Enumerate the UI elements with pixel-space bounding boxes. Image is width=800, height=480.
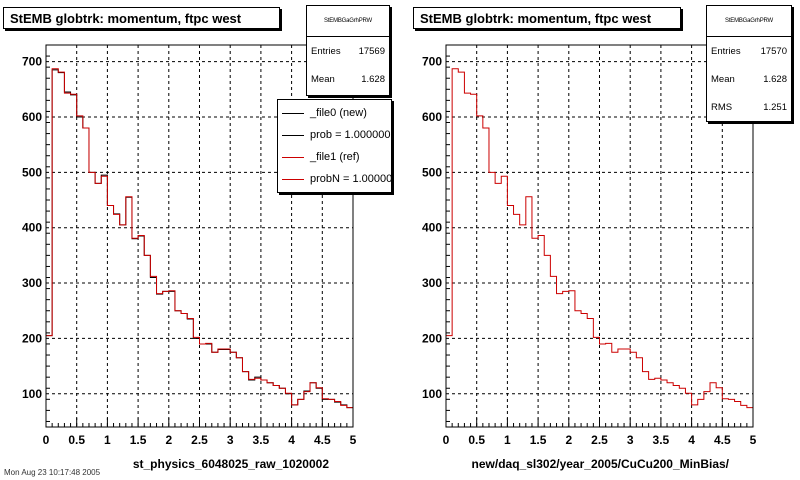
x-tick-label: 0.5 bbox=[468, 433, 485, 447]
x-tick-label: 1.5 bbox=[130, 433, 147, 447]
x-tick-label: 1 bbox=[104, 433, 111, 447]
legend-swatch bbox=[282, 179, 304, 180]
y-tick-label: 300 bbox=[422, 276, 442, 290]
x-tick-label: 3 bbox=[627, 433, 634, 447]
chart-title-right: StEMB globtrk: momentum, ftpc west bbox=[413, 7, 681, 29]
y-tick-label: 700 bbox=[22, 55, 42, 69]
legend-label: prob = 1.000000 bbox=[310, 129, 391, 141]
stats-value: 17570 bbox=[760, 45, 787, 57]
stats-row: Entries 17570 bbox=[707, 37, 791, 65]
histogram-series bbox=[45, 68, 353, 427]
y-tick-label: 600 bbox=[22, 110, 42, 124]
legend-label: probN = 1.000000 bbox=[310, 173, 392, 185]
x-tick-label: 1 bbox=[504, 433, 511, 447]
legend-left: _file0 (new) prob = 1.000000 _file1 (ref… bbox=[277, 99, 392, 193]
y-tick-label: 300 bbox=[22, 276, 42, 290]
y-tick-label: 500 bbox=[422, 165, 442, 179]
y-tick-label: 200 bbox=[422, 331, 442, 345]
stats-label: Entries bbox=[311, 45, 341, 57]
footer-timestamp: Mon Aug 23 10:17:48 2005 bbox=[4, 468, 101, 477]
x-tick-label: 4.5 bbox=[714, 433, 731, 447]
histogram-panel-ref: 0 0.5 1 1.5 2 2.5 3 3.5 4 4.5 5 100 200 300 400 500 600 7… bbox=[422, 44, 757, 471]
x-tick-label: 5 bbox=[350, 433, 357, 447]
stats-value: 17569 bbox=[358, 45, 385, 57]
legend-swatch bbox=[282, 113, 304, 114]
stats-header: StEMBGaGrhPRW bbox=[707, 6, 791, 37]
stats-label: Entries bbox=[711, 45, 741, 57]
x-tick-label: 4.5 bbox=[314, 433, 331, 447]
x-tick-label: 0 bbox=[443, 433, 450, 447]
legend-label: _file0 (new) bbox=[310, 107, 367, 119]
stats-box-right: StEMBGaGrhPRW Entries 17570 Mean 1.628 R… bbox=[706, 5, 792, 122]
stats-row: Entries 17569 bbox=[307, 37, 389, 65]
x-tick-label: 2.5 bbox=[191, 433, 208, 447]
stats-value: 1.628 bbox=[361, 73, 385, 85]
y-tick-label: 500 bbox=[22, 165, 42, 179]
y-tick-label: 100 bbox=[422, 387, 442, 401]
histogram-panel-new: 0 0.5 1 1.5 2 2.5 3 3.5 4 4.5 5 100 200 300 400 500 600 7… bbox=[22, 44, 357, 471]
y-tick-label: 200 bbox=[22, 331, 42, 345]
y-tick-label: 400 bbox=[22, 221, 42, 235]
x-tick-label: 2.5 bbox=[591, 433, 608, 447]
x-axis-label: st_physics_6048025_raw_1020002 bbox=[133, 457, 329, 471]
histogram-series bbox=[445, 68, 753, 427]
stats-header: StEMBGaGrhPRW bbox=[307, 6, 389, 37]
x-tick-label: 5 bbox=[750, 433, 757, 447]
stats-row: Mean 1.628 bbox=[707, 65, 791, 93]
stats-box-left: StEMBGaGrhPRW Entries 17569 Mean 1.628 bbox=[306, 5, 390, 96]
x-tick-label: 4 bbox=[688, 433, 695, 447]
x-tick-label: 4 bbox=[288, 433, 295, 447]
x-tick-label: 3 bbox=[227, 433, 234, 447]
stats-value: 1.628 bbox=[763, 73, 787, 85]
legend-entry: prob = 1.000000 bbox=[278, 124, 391, 146]
legend-swatch bbox=[282, 157, 304, 158]
legend-entry: _file0 (new) bbox=[278, 102, 391, 124]
stats-value: 1.251 bbox=[763, 101, 787, 113]
stats-label: Mean bbox=[311, 73, 335, 85]
stats-label: Mean bbox=[711, 73, 735, 85]
chart-title-left: StEMB globtrk: momentum, ftpc west bbox=[3, 7, 280, 29]
y-tick-label: 700 bbox=[422, 55, 442, 69]
legend-label: _file1 (ref) bbox=[310, 151, 360, 163]
legend-entry: probN = 1.000000 bbox=[278, 168, 391, 190]
x-tick-label: 0.5 bbox=[68, 433, 85, 447]
legend-entry: _file1 (ref) bbox=[278, 146, 391, 168]
x-tick-label: 3.5 bbox=[253, 433, 270, 447]
x-tick-label: 0 bbox=[43, 433, 50, 447]
y-tick-label: 600 bbox=[422, 110, 442, 124]
x-tick-label: 1.5 bbox=[530, 433, 547, 447]
y-tick-label: 400 bbox=[422, 221, 442, 235]
x-axis-label: new/daq_sl302/year_2005/CuCu200_MinBias/ bbox=[472, 457, 730, 471]
stats-row: RMS 1.251 bbox=[707, 93, 791, 121]
legend-swatch bbox=[282, 135, 304, 136]
stats-row: Mean 1.628 bbox=[307, 65, 389, 93]
x-tick-label: 2 bbox=[565, 433, 572, 447]
y-tick-label: 100 bbox=[22, 387, 42, 401]
stats-label: RMS bbox=[711, 101, 733, 113]
x-tick-label: 3.5 bbox=[653, 433, 670, 447]
x-tick-label: 2 bbox=[165, 433, 172, 447]
